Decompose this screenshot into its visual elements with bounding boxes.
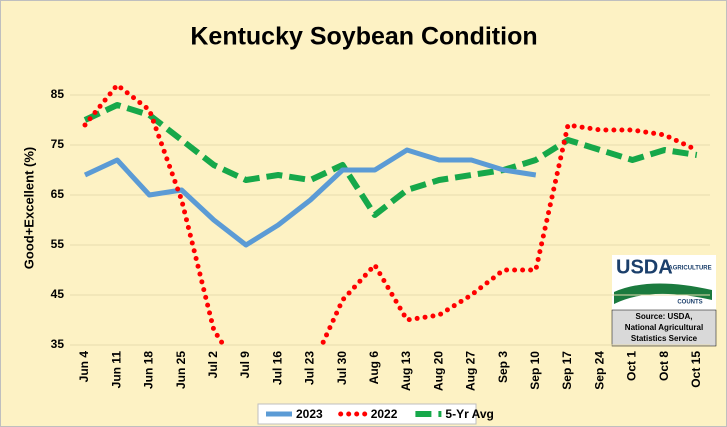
x-tick-label: Aug 27 (464, 351, 478, 391)
y-axis-label: Good+Excellent (%) (21, 147, 36, 269)
y-tick-label: 85 (51, 87, 65, 101)
x-tick-label: Jul 16 (270, 351, 284, 385)
legend-label: 5-Yr Avg (445, 407, 493, 421)
series-line (83, 102, 698, 218)
x-tick-label: Sep 3 (496, 351, 510, 383)
y-tick-label: 55 (51, 237, 65, 251)
legend-label: 2023 (296, 407, 323, 421)
logo-swoosh (614, 283, 712, 304)
x-tick-label: Aug 20 (431, 351, 445, 391)
x-tick-label: Jun 11 (109, 351, 123, 389)
source-text: Source: USDA, (636, 312, 693, 321)
legend-label: 2022 (371, 407, 398, 421)
x-tick-label: Oct 1 (625, 351, 639, 381)
x-tick-label: Aug 6 (367, 351, 381, 385)
source-text: Statistics Service (631, 334, 698, 343)
x-tick-label: Jul 23 (303, 351, 317, 385)
x-tick-label: Sep 10 (528, 351, 542, 390)
chart-title: Kentucky Soybean Condition (190, 23, 537, 51)
series-line (82, 82, 700, 345)
x-tick-label: Oct 8 (657, 351, 671, 381)
plot (82, 82, 700, 345)
x-tick-label: Jul 2 (206, 351, 220, 379)
x-tick-label: Jun 18 (142, 351, 156, 389)
logo-tagline: AGRICULTURE (668, 266, 711, 272)
logo-name: USDA (616, 256, 673, 278)
y-tick-label: 35 (51, 337, 65, 351)
source-box (611, 309, 717, 347)
logo-tagline: COUNTS (677, 300, 702, 306)
x-tick-label: Sep 24 (592, 351, 606, 390)
series-line (83, 147, 537, 248)
x-tick-label: Jul 9 (238, 351, 252, 379)
x-tick-label: Jul 30 (335, 351, 349, 385)
logo: USDA AGRICULTURE COUNTS Source: USDA, Na… (611, 255, 717, 347)
y-tick-label: 65 (51, 187, 65, 201)
x-tick-label: Jun 4 (77, 351, 91, 383)
y-tick-label: 45 (51, 287, 65, 301)
x-tick-label: Oct 15 (689, 351, 703, 388)
legend: 2023 2022 5-Yr Avg (257, 403, 494, 425)
logo-box (612, 255, 716, 310)
x-tick-label: Jun 25 (174, 351, 188, 389)
source-text: National Agricultural (625, 323, 703, 332)
x-tick-label: Sep 17 (560, 351, 574, 390)
x-tick-label: Aug 13 (399, 351, 413, 391)
y-tick-label: 75 (51, 137, 65, 151)
